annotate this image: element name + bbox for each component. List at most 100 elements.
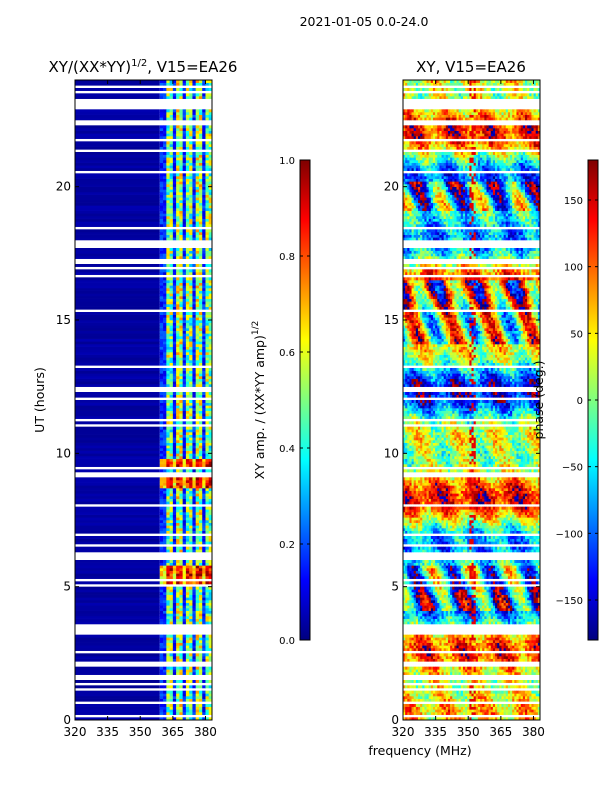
heatmap-cell <box>176 667 180 670</box>
heatmap-cell <box>501 640 503 643</box>
heatmap-cell <box>199 496 203 499</box>
heatmap-cell <box>199 592 203 595</box>
heatmap-cell <box>196 181 200 184</box>
heatmap-cell <box>523 645 525 648</box>
heatmap-cell <box>454 669 456 672</box>
heatmap-cell <box>183 125 187 128</box>
heatmap-cell <box>529 643 531 646</box>
heatmap-cell <box>183 613 187 616</box>
heatmap-cell <box>504 696 506 699</box>
heatmap-cell <box>179 133 183 136</box>
heatmap-cell <box>186 253 190 256</box>
x-tick-label: 335 <box>96 725 119 739</box>
heatmap-cell <box>179 453 183 456</box>
heatmap-cell <box>75 195 160 198</box>
heatmap-cell <box>179 163 183 166</box>
heatmap-cell <box>189 379 193 382</box>
heatmap-cell <box>461 613 463 616</box>
heatmap-cell <box>176 685 180 688</box>
heatmap-cell <box>196 685 200 688</box>
heatmap-cell <box>173 283 177 286</box>
heatmap-cell <box>163 115 167 118</box>
heatmap-cell <box>450 704 452 707</box>
heatmap-cell <box>407 653 409 656</box>
heatmap-cell <box>75 653 160 656</box>
heatmap-cell <box>529 680 531 683</box>
heatmap-cell <box>176 283 180 286</box>
heatmap-cell <box>192 597 196 600</box>
heatmap-cell <box>75 616 160 619</box>
heatmap-cell <box>160 712 164 715</box>
heatmap-cell <box>199 381 203 384</box>
heatmap-cell <box>450 712 452 715</box>
heatmap-cell <box>476 619 478 622</box>
heatmap-cell <box>192 235 196 238</box>
heatmap-cell <box>486 621 488 624</box>
heatmap-cell <box>170 437 174 440</box>
heatmap-cell <box>196 509 200 512</box>
heatmap-cell <box>202 384 206 387</box>
heatmap-cell <box>534 680 536 683</box>
heatmap-cell <box>176 152 180 155</box>
heatmap-cell <box>192 333 196 336</box>
heatmap-cell <box>160 456 164 459</box>
heatmap-cell <box>199 301 203 304</box>
heatmap-cell <box>196 317 200 320</box>
heatmap-cell <box>160 109 164 112</box>
heatmap-cell <box>75 301 160 304</box>
heatmap-cell <box>205 699 209 702</box>
heatmap-cell <box>166 115 170 118</box>
heatmap-cell <box>495 653 497 656</box>
heatmap-cell <box>412 693 414 696</box>
heatmap-cell <box>467 656 469 659</box>
heatmap-cell <box>75 136 160 139</box>
heatmap-cell <box>173 339 177 342</box>
heatmap-cell <box>179 224 183 227</box>
heatmap-cell <box>163 680 167 683</box>
heatmap-cell <box>186 224 190 227</box>
heatmap-cell <box>448 616 450 619</box>
heatmap-cell <box>442 712 444 715</box>
heatmap-cell <box>173 696 177 699</box>
heatmap-cell <box>439 656 441 659</box>
heatmap-cell <box>75 477 160 480</box>
heatmap-cell <box>424 656 426 659</box>
heatmap-cell <box>474 616 476 619</box>
heatmap-cell <box>173 573 177 576</box>
heatmap-cell <box>412 648 414 651</box>
heatmap-cell <box>463 659 465 662</box>
heatmap-cell <box>484 680 486 683</box>
heatmap-cell <box>199 637 203 640</box>
heatmap-cell <box>186 571 190 574</box>
heatmap-cell <box>469 645 471 648</box>
heatmap-cell <box>192 611 196 614</box>
heatmap-cell <box>189 272 193 275</box>
heatmap-cell <box>196 368 200 371</box>
heatmap-cell <box>163 685 167 688</box>
heatmap-cell <box>527 643 529 646</box>
heatmap-cell <box>499 672 501 675</box>
heatmap-cell <box>173 656 177 659</box>
heatmap-cell <box>163 613 167 616</box>
heatmap-cell <box>202 216 206 219</box>
heatmap-cell <box>202 168 206 171</box>
heatmap-cell <box>186 347 190 350</box>
heatmap-cell <box>478 653 480 656</box>
heatmap-cell <box>75 339 160 342</box>
heatmap-cell <box>493 685 495 688</box>
heatmap-cell <box>179 509 183 512</box>
heatmap-cell <box>199 155 203 158</box>
heatmap-cell <box>173 216 177 219</box>
heatmap-cell <box>463 669 465 672</box>
heatmap-cell <box>75 587 160 590</box>
heatmap-cell <box>75 440 160 443</box>
heatmap-cell <box>534 619 536 622</box>
heatmap-cell <box>176 109 180 112</box>
heatmap-cell <box>189 429 193 432</box>
heatmap-cell <box>446 672 448 675</box>
heatmap-cell <box>529 699 531 702</box>
heatmap-cell <box>186 485 190 488</box>
heatmap-cell <box>519 707 521 710</box>
heatmap-cell <box>433 643 435 646</box>
heatmap-cell <box>163 581 167 584</box>
